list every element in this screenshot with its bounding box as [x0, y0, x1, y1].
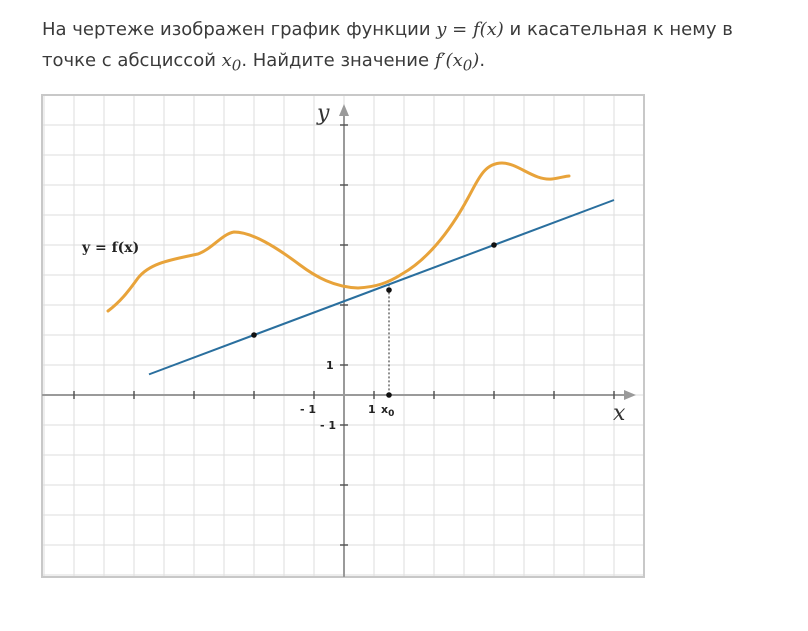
problem-text-part1: На чертеже изображен график функции — [42, 19, 437, 40]
problem-text-part3: . Найдите значение — [241, 50, 435, 71]
tangent-point — [251, 332, 257, 338]
tick-label-y-1: 1 — [326, 359, 334, 372]
y-axis-label: y — [316, 101, 330, 126]
tangent-point — [386, 287, 392, 293]
tick-label-x0: x0 — [381, 403, 394, 419]
x0-notation: x0 — [221, 50, 242, 75]
tangent-points — [251, 242, 497, 398]
function-curve — [106, 161, 571, 313]
problem-statement: На чертеже изображен график функции y = … — [42, 14, 782, 82]
tangent-line — [148, 199, 615, 376]
x-axis-label: x — [613, 401, 626, 426]
tick-label-x-neg1: - 1 — [300, 403, 316, 416]
problem-text-part4: . — [479, 50, 486, 71]
y-axis — [339, 104, 349, 577]
x0-axis-point — [386, 392, 392, 398]
function-notation: y = f(x) — [436, 19, 504, 40]
problem-text-part2: и касательная к нему в точке с абсциссой — [42, 19, 733, 71]
derivative-notation: f′(x0) — [434, 50, 480, 75]
tick-label-x-1: 1 — [368, 403, 376, 416]
function-label: y = f(x) — [81, 240, 139, 256]
axis-ticks — [73, 124, 615, 546]
tick-label-y-neg1: - 1 — [320, 419, 336, 432]
tangent-point — [491, 242, 497, 248]
x-axis — [42, 390, 636, 400]
